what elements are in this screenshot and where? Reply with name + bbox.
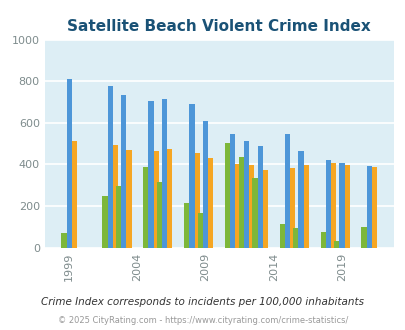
Bar — [66, 79, 72, 248]
Bar — [153, 151, 158, 248]
Bar — [298, 151, 303, 248]
Bar — [333, 241, 339, 248]
Bar — [339, 163, 344, 248]
Bar — [344, 165, 349, 248]
Bar — [262, 170, 267, 248]
Bar — [208, 158, 213, 248]
Bar — [184, 203, 189, 248]
Bar — [292, 228, 298, 248]
Bar — [126, 150, 131, 248]
Bar — [197, 213, 202, 248]
Bar — [320, 232, 325, 248]
Bar — [116, 186, 121, 248]
Bar — [148, 101, 153, 248]
Bar — [238, 157, 243, 248]
Bar — [371, 167, 376, 248]
Bar — [235, 164, 240, 248]
Bar — [325, 160, 330, 248]
Bar — [156, 182, 162, 248]
Bar — [366, 166, 371, 248]
Bar — [257, 146, 262, 248]
Bar — [167, 149, 172, 248]
Bar — [249, 165, 254, 248]
Title: Satellite Beach Violent Crime Index: Satellite Beach Violent Crime Index — [67, 19, 370, 34]
Bar — [102, 195, 107, 248]
Text: © 2025 CityRating.com - https://www.cityrating.com/crime-statistics/: © 2025 CityRating.com - https://www.city… — [58, 316, 347, 325]
Bar — [72, 142, 77, 248]
Text: Crime Index corresponds to incidents per 100,000 inhabitants: Crime Index corresponds to incidents per… — [41, 297, 364, 307]
Bar — [289, 169, 294, 248]
Bar — [360, 227, 366, 248]
Bar — [224, 143, 230, 248]
Bar — [61, 233, 66, 248]
Bar — [279, 224, 284, 248]
Bar — [230, 134, 235, 248]
Bar — [243, 142, 249, 248]
Bar — [284, 134, 289, 248]
Bar — [330, 163, 335, 248]
Bar — [202, 121, 208, 248]
Bar — [121, 95, 126, 248]
Bar — [303, 165, 308, 248]
Bar — [143, 167, 148, 248]
Bar — [113, 145, 117, 248]
Bar — [107, 86, 113, 248]
Bar — [194, 153, 199, 248]
Bar — [162, 99, 167, 248]
Bar — [189, 104, 194, 248]
Bar — [252, 178, 257, 248]
